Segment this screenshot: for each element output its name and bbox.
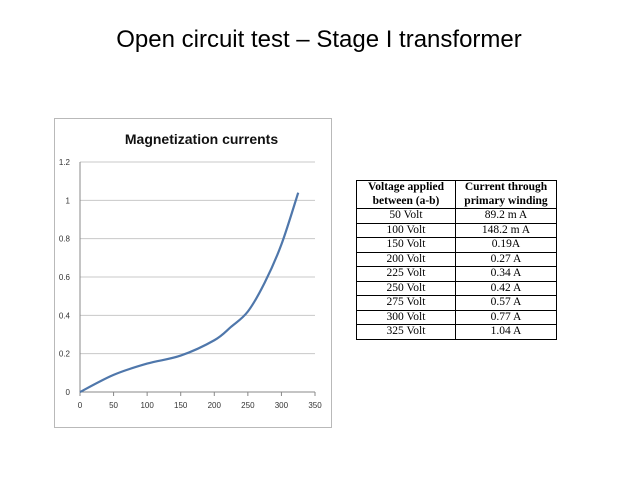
x-tick-label: 100 [140, 401, 154, 410]
table-row: 50 Volt 89.2 m A [356, 208, 557, 224]
y-tick-label: 0 [66, 388, 71, 397]
y-tick-label: 1 [66, 196, 71, 205]
voltage-cell: 325 Volt [356, 324, 456, 340]
table-row: 150 Volt 0.19A [356, 237, 557, 253]
voltage-cell: 275 Volt [356, 295, 456, 311]
y-tick-label: 0.8 [59, 235, 71, 244]
voltage-cell: 50 Volt [356, 208, 456, 224]
voltage-cell: 100 Volt [356, 222, 456, 238]
table-row: 275 Volt 0.57 A [356, 295, 557, 311]
table-row: 250 Volt 0.42 A [356, 280, 557, 296]
current-cell: 0.27 A [455, 251, 557, 267]
y-tick-label: 0.4 [59, 311, 71, 320]
x-tick-label: 300 [275, 401, 289, 410]
table-row: 300 Volt 0.77 A [356, 309, 557, 325]
current-cell: 0.42 A [455, 280, 557, 296]
y-tick-label: 0.6 [59, 273, 71, 282]
voltage-header-line-1: Voltage applied [368, 181, 444, 193]
y-tick-label: 0.2 [59, 350, 71, 359]
current-cell: 1.04 A [455, 324, 557, 340]
current-cell: 0.19A [455, 237, 557, 253]
current-header-line-2: primary winding [464, 194, 548, 207]
table-row: 225 Volt 0.34 A [356, 266, 557, 282]
x-tick-label: 350 [308, 401, 322, 410]
table-row: 200 Volt 0.27 A [356, 251, 557, 267]
current-cell: 0.57 A [455, 295, 557, 311]
table-header-row: Voltage applied between (a-b) Current th… [356, 180, 557, 209]
series-line [79, 192, 300, 393]
voltage-header: Voltage applied between (a-b) [356, 180, 456, 209]
voltage-cell: 200 Volt [356, 251, 456, 267]
table-row: 325 Volt 1.04 A [356, 324, 557, 340]
x-tick-label: 50 [109, 401, 118, 410]
x-tick-label: 200 [208, 401, 222, 410]
current-header-line-1: Current through [464, 181, 548, 193]
voltage-cell: 225 Volt [356, 266, 456, 282]
voltage-header-line-2: between (a-b) [372, 194, 440, 207]
x-tick-label: 0 [78, 401, 83, 410]
voltage-cell: 250 Volt [356, 280, 456, 296]
magnetization-chart: Magnetization currents 0 0.2 0.4 0.6 0.8 1 1.2 0… [54, 118, 332, 428]
current-cell: 89.2 m A [455, 208, 557, 224]
current-cell: 0.34 A [455, 266, 557, 282]
voltage-cell: 300 Volt [356, 309, 456, 325]
measurement-table: Voltage applied between (a-b) Current th… [356, 180, 557, 340]
chart-title: Magnetization currents [125, 131, 278, 147]
table-body: 50 Volt 89.2 m A 100 Volt 148.2 m A 150 Volt… [356, 208, 557, 340]
current-header: Current through primary winding [455, 180, 557, 209]
slide-title: Open circuit test – Stage I transformer [116, 26, 522, 53]
current-cell: 148.2 m A [455, 222, 557, 238]
chart-svg: Magnetization currents 0 0.2 0.4 0.6 0.8 1 1.2 0… [59, 131, 322, 410]
x-tick-label: 250 [241, 401, 255, 410]
voltage-cell: 150 Volt [356, 237, 456, 253]
y-tick-label: 1.2 [59, 158, 71, 167]
x-tick-label: 150 [174, 401, 188, 410]
current-cell: 0.77 A [455, 309, 557, 325]
table-row: 100 Volt 148.2 m A [356, 222, 557, 238]
